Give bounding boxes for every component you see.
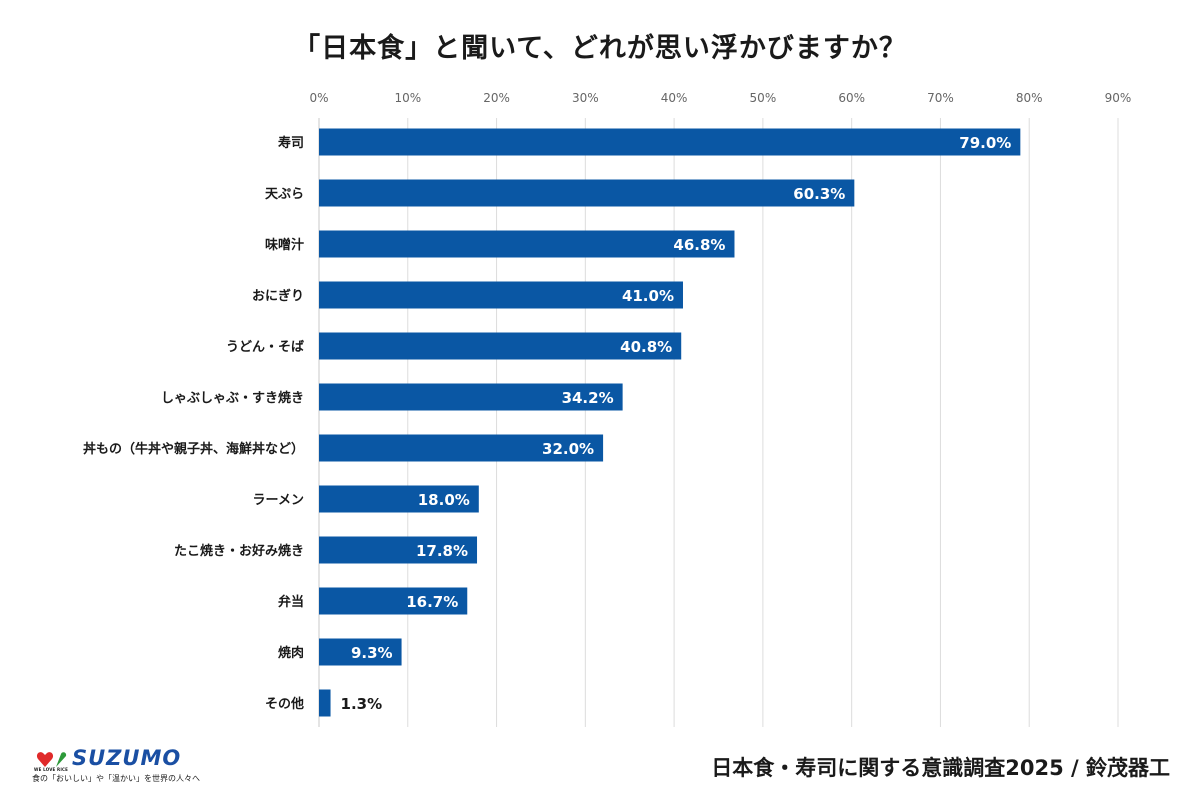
x-tick-label: 20%	[483, 91, 510, 105]
value-label: 79.0%	[959, 134, 1011, 152]
logo-subtext: WE LOVE RICE	[34, 767, 69, 772]
x-tick-label: 90%	[1105, 91, 1132, 105]
value-label: 18.0%	[418, 491, 470, 509]
value-label: 46.8%	[673, 236, 725, 254]
value-label: 1.3%	[341, 695, 383, 713]
category-label: うどん・そば	[226, 340, 304, 355]
category-label: 弁当	[278, 594, 304, 610]
category-label: 味噌汁	[265, 237, 304, 253]
category-label: 丼もの（牛丼や親子丼、海鮮丼など）	[83, 441, 304, 457]
category-label: 焼肉	[278, 645, 304, 661]
logo-wordmark: SUZUMO	[72, 746, 182, 770]
bar-chart: 0% 10% 20% 30% 40% 50% 60% 70% 80% 90% 寿司 79.0% 天ぷら…	[83, 91, 1132, 727]
category-label: その他	[265, 696, 304, 712]
value-label: 9.3%	[351, 644, 393, 662]
category-label: 寿司	[278, 135, 304, 151]
category-label: おにぎり	[252, 288, 304, 304]
value-label: 41.0%	[622, 287, 674, 305]
chart-title: 「日本食」と聞いて、どれが思い浮かびますか？	[293, 33, 907, 64]
bar	[319, 383, 623, 411]
source-caption: 日本食・寿司に関する意識調査2025 / 鈴茂器工	[711, 756, 1170, 780]
value-label: 40.8%	[620, 338, 672, 356]
x-tick-label: 70%	[927, 91, 954, 105]
value-label: 17.8%	[416, 542, 468, 560]
bar	[319, 434, 604, 462]
bar	[319, 128, 1021, 156]
suzumo-logo: WE LOVE RICE SUZUMO 食の「おいしい」や「温かい」を世界の人々…	[32, 746, 207, 790]
value-label: 60.3%	[793, 185, 845, 203]
value-label: 16.7%	[406, 593, 458, 611]
x-tick-label: 10%	[394, 91, 421, 105]
x-tick-label: 50%	[750, 91, 777, 105]
category-label: しゃぶしゃぶ・すき焼き	[161, 390, 304, 406]
x-tick-label: 0%	[309, 91, 328, 105]
value-label: 34.2%	[562, 389, 614, 407]
x-tick-label: 40%	[661, 91, 688, 105]
x-tick-label: 30%	[572, 91, 599, 105]
bar	[319, 281, 683, 309]
x-tick-label: 80%	[1016, 91, 1043, 105]
logo-tagline: 食の「おいしい」や「温かい」を世界の人々へ	[32, 774, 200, 783]
bar	[319, 587, 468, 615]
bar	[319, 638, 402, 666]
value-label: 32.0%	[542, 440, 594, 458]
bar	[319, 485, 479, 513]
category-label: 天ぷら	[265, 187, 304, 202]
bar	[319, 332, 682, 360]
heart-logo-icon	[36, 752, 67, 767]
bar	[319, 536, 478, 564]
category-label: ラーメン	[253, 493, 304, 508]
bar	[319, 230, 735, 258]
bar	[319, 179, 855, 207]
bar	[319, 689, 331, 717]
x-tick-label: 60%	[838, 91, 865, 105]
category-label: たこ焼き・お好み焼き	[174, 543, 304, 559]
